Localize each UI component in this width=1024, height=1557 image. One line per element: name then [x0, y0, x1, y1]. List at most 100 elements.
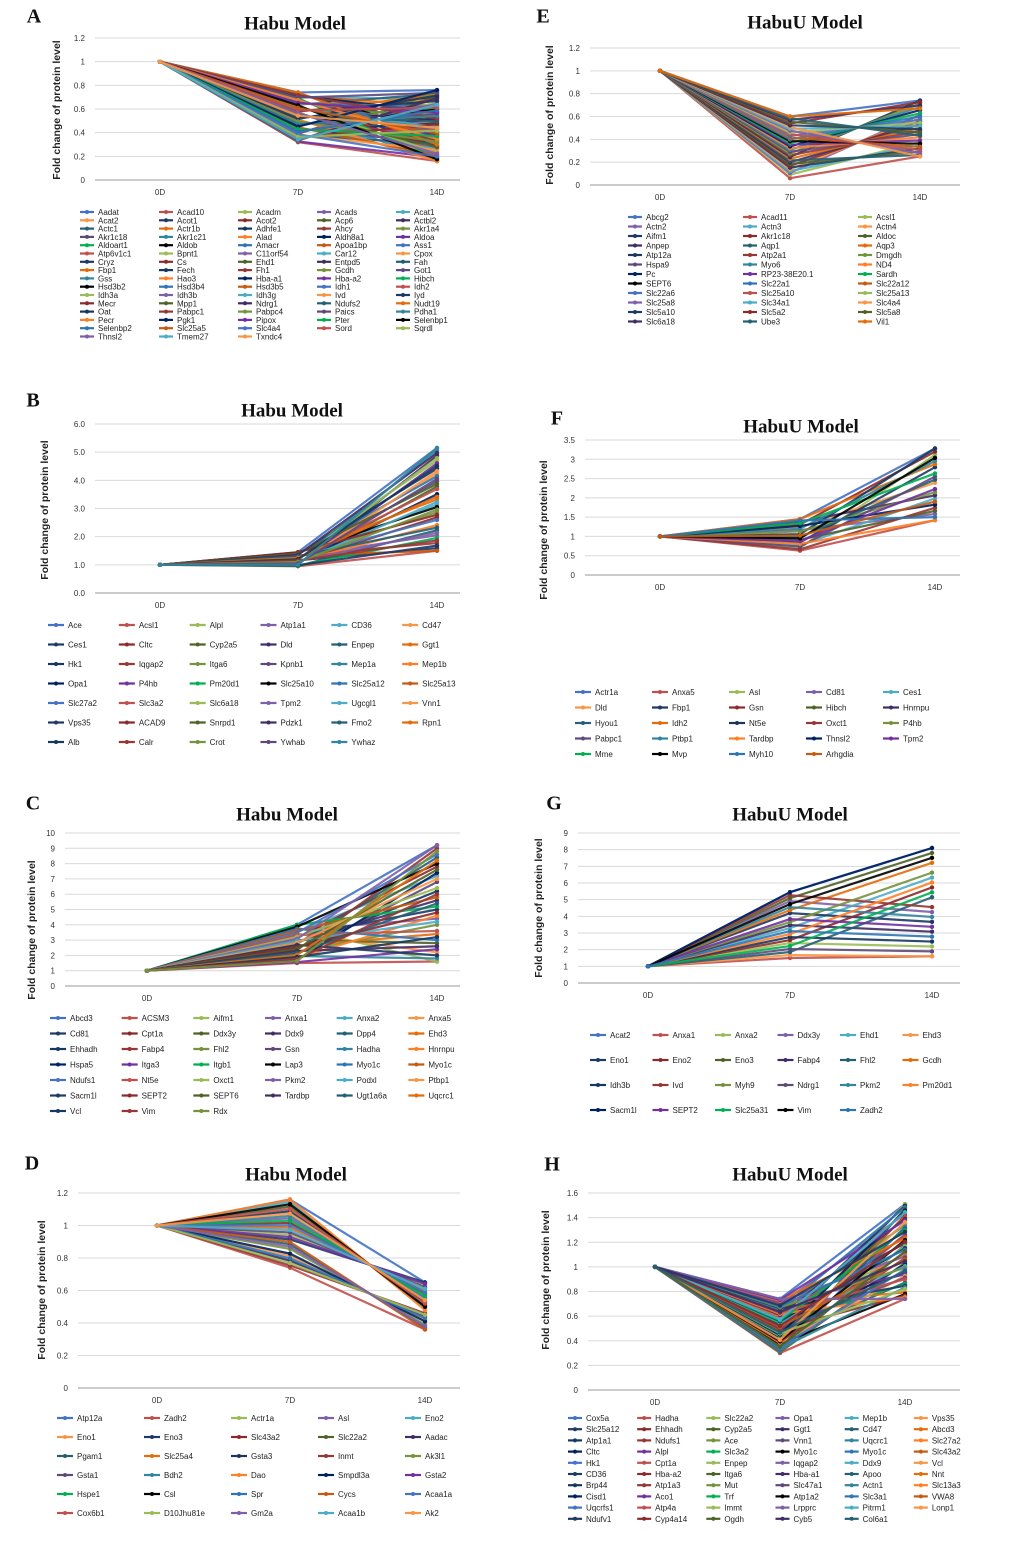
data-point [287, 1260, 293, 1266]
legend-label: Ak2 [425, 1509, 439, 1518]
legend-item: Calr [118, 738, 154, 747]
legend-label: Slc13a3 [932, 1481, 961, 1490]
legend-label: Tpm2 [903, 735, 924, 744]
legend-marker [658, 690, 662, 694]
legend-item: Ndufs2 [317, 299, 361, 308]
legend-item: Slc25a31 [715, 1106, 769, 1115]
data-point [787, 916, 793, 922]
legend-label: Slc22a1 [761, 280, 790, 289]
legend-label: Kpnb1 [281, 660, 305, 669]
legend-item: Nt5e [121, 1076, 159, 1085]
legend-label: Ndufs1 [70, 1076, 96, 1085]
legend-label: Slc43a2 [932, 1448, 961, 1457]
data-point [932, 449, 938, 454]
y-tick-label: 1 [81, 58, 86, 67]
y-tick-label: 4 [564, 912, 569, 921]
legend-item: Vcl [913, 1459, 943, 1468]
legend-item: Vil1 [858, 318, 890, 327]
legend-label: ACSM3 [142, 1014, 170, 1023]
legend-marker [863, 310, 867, 314]
legend-marker [271, 1016, 275, 1020]
legend-label: Ugt1a6a [357, 1092, 388, 1101]
chart-title: Habu Model [236, 804, 338, 825]
legend-label: Cd47 [863, 1425, 883, 1434]
data-point [929, 939, 935, 944]
legend-label: Idh3a [98, 291, 119, 300]
data-point [929, 929, 935, 934]
data-point [434, 512, 440, 517]
data-point [777, 1323, 783, 1329]
legend-marker [324, 1435, 328, 1439]
data-point [917, 151, 923, 156]
legend-marker [748, 253, 752, 257]
y-tick-label: 5 [564, 896, 569, 905]
legend-label: Ndrg1 [798, 1081, 820, 1090]
data-point [932, 486, 938, 492]
legend-item: Col6a1 [844, 1515, 889, 1524]
legend-marker [266, 701, 271, 705]
data-point [917, 138, 923, 143]
legend-item: Idh1 [317, 283, 351, 292]
legend-item: Slc3a2 [118, 699, 164, 708]
y-tick-label: 1.2 [567, 1238, 579, 1247]
data-point [929, 850, 935, 856]
y-tick-label: 8 [51, 860, 56, 869]
legend-label: Anxa1 [673, 1031, 696, 1040]
legend-marker [721, 1033, 725, 1037]
legend-marker [63, 1454, 67, 1458]
legend-marker [243, 326, 247, 331]
legend-label: Bpnt1 [177, 250, 198, 259]
data-point [287, 1234, 293, 1240]
legend-marker [266, 642, 271, 647]
legend-marker [401, 293, 405, 297]
legend-label: Selenbp2 [98, 324, 132, 333]
legend-label: Pecr [98, 316, 115, 325]
y-axis-label: Fold change of protein level [544, 45, 556, 185]
legend-marker [748, 243, 752, 248]
legend-marker [642, 1505, 647, 1510]
legend-marker [863, 215, 867, 219]
legend-marker [243, 251, 247, 256]
x-tick-label: 0D [142, 994, 152, 1003]
legend-label: Thnsl2 [98, 333, 123, 342]
legend-label: Mvp [672, 750, 688, 759]
legend-item: Ehd1 [840, 1031, 879, 1040]
legend-item: Atp1a2 [775, 1492, 820, 1501]
legend-label: Atp1a2 [794, 1492, 820, 1501]
legend-item: Slc22a2 [318, 1433, 367, 1442]
legend-item: Gss [80, 274, 112, 283]
legend-label: Ptbp1 [428, 1076, 449, 1085]
legend-marker [783, 1083, 788, 1087]
legend-item: Actn1 [844, 1481, 884, 1490]
legend-marker [150, 1435, 154, 1439]
legend-item: Acaa1a [405, 1490, 453, 1499]
legend-marker [342, 1078, 347, 1082]
legend-label: Tardbp [285, 1092, 310, 1101]
legend-item: Amacr [238, 241, 279, 250]
legend-label: Ces1 [68, 641, 87, 650]
legend-marker [401, 301, 405, 306]
legend-marker [322, 251, 326, 256]
legend-item: CD36 [568, 1470, 607, 1479]
legend-label: Pgam1 [77, 1452, 103, 1461]
legend-marker [658, 752, 662, 756]
legend-marker [642, 1494, 647, 1499]
data-point [287, 1211, 293, 1216]
chart-title: HabuU Model [743, 416, 859, 437]
legend-item: Iqgap2 [118, 660, 164, 669]
legend-label: Gsn [749, 704, 764, 713]
legend-item: Pm20d1 [189, 680, 240, 689]
legend-item: Ywhab [260, 738, 306, 747]
legend-marker [127, 1047, 132, 1051]
legend-marker [849, 1494, 854, 1499]
legend-label: Uqcrc1 [428, 1092, 454, 1101]
legend-marker [863, 224, 867, 229]
legend-item: Slc25a8 [628, 299, 675, 308]
legend-label: Actc1 [98, 225, 119, 234]
data-point [434, 876, 440, 882]
legend-label: Aqp1 [761, 242, 780, 251]
legend-label: Iqgap2 [794, 1459, 819, 1468]
legend-marker [401, 218, 405, 223]
legend-item: Selenbp1 [396, 316, 448, 325]
legend-marker [408, 662, 413, 666]
